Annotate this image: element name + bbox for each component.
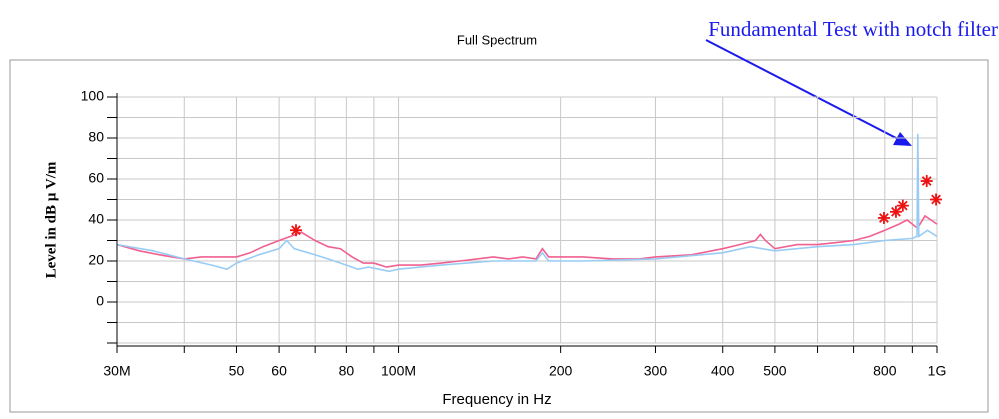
spectrum-line — [116, 133, 938, 273]
spectrum-line — [116, 214, 938, 268]
x-tick-label: 60 — [271, 363, 287, 379]
x-tick-label: 30M — [103, 363, 130, 379]
y-tick-label: 20 — [88, 252, 104, 268]
x-tick-label: 400 — [711, 363, 735, 379]
peak-marker — [930, 193, 943, 206]
peak-marker — [877, 211, 890, 224]
marker-stroke — [931, 194, 941, 205]
y-axis-label: Level in dB µ V/m — [43, 161, 59, 278]
x-axis-label: Frequency in Hz — [442, 391, 551, 408]
x-tick-label: 200 — [549, 363, 573, 379]
x-tick-label: 100M — [381, 363, 416, 379]
peak-marker — [920, 175, 933, 188]
marker-stroke — [897, 200, 908, 211]
y-tick-label: 100 — [81, 88, 105, 104]
x-tick-label: 300 — [644, 363, 668, 379]
peak-marker — [896, 199, 909, 212]
x-tick-label: 500 — [763, 363, 787, 379]
chart-title: Full Spectrum — [457, 32, 537, 47]
y-tick-label: 0 — [96, 293, 104, 309]
chart-frame — [9, 59, 989, 413]
x-tick-label: 1G — [928, 363, 947, 379]
marker-stroke — [879, 213, 889, 223]
peak-marker — [290, 224, 303, 237]
y-tick-label: 60 — [88, 170, 104, 186]
y-tick-label: 40 — [88, 211, 104, 227]
x-tick-label: 800 — [873, 363, 897, 379]
marker-stroke — [921, 176, 932, 186]
annotation: Fundamental Test with notch filter — [708, 17, 998, 41]
y-tick-label: 80 — [88, 129, 104, 145]
annotation-arrow — [705, 39, 901, 141]
marker-stroke — [291, 225, 301, 236]
x-tick-label: 50 — [229, 363, 245, 379]
x-tick-label: 80 — [339, 363, 355, 379]
arrow-head — [893, 132, 912, 146]
